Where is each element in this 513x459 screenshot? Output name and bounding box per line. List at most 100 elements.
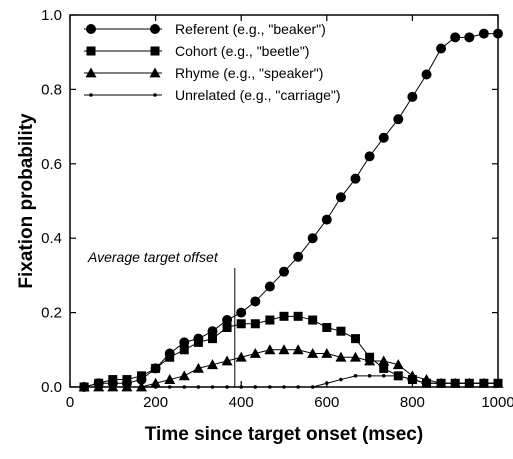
- data-point-cohort: [407, 375, 417, 385]
- legend-marker: [86, 24, 96, 34]
- data-point-unrelated: [182, 385, 187, 389]
- data-point-cohort: [479, 378, 489, 388]
- legend-entry-referent: Referent (e.g., "beaker"): [84, 21, 326, 37]
- legend-entry-rhyme: Rhyme (e.g., "speaker"): [84, 65, 323, 81]
- x-tick-label: 1000: [481, 394, 513, 411]
- data-point-cohort: [208, 334, 218, 344]
- data-point-referent: [407, 91, 418, 102]
- data-point-rhyme: [335, 351, 347, 362]
- target-offset-annotation: Average target offset: [87, 249, 236, 387]
- legend-entry-unrelated: Unrelated (e.g., "carriage"): [84, 87, 341, 103]
- y-tick-label: 0.8: [41, 81, 62, 98]
- data-point-referent: [222, 315, 233, 326]
- data-point-cohort: [308, 315, 318, 325]
- x-tick-label: 800: [400, 394, 425, 411]
- data-point-referent: [307, 233, 318, 244]
- data-point-referent: [478, 28, 489, 39]
- data-point-rhyme: [349, 351, 361, 362]
- legend-marker: [149, 67, 161, 78]
- data-point-referent: [164, 348, 175, 359]
- x-tick-label: 400: [229, 394, 254, 411]
- data-point-unrelated: [282, 385, 286, 389]
- y-axis-title: Fixation probability: [16, 113, 37, 289]
- y-tick-label: 0.6: [41, 156, 62, 173]
- data-point-unrelated: [167, 385, 172, 389]
- data-point-cohort: [464, 378, 474, 388]
- data-point-rhyme: [392, 359, 404, 370]
- data-point-referent: [79, 382, 90, 392]
- data-point-rhyme: [207, 359, 219, 370]
- data-point-referent: [335, 192, 346, 203]
- legend: Referent (e.g., "beaker") Cohort (e.g., "…: [84, 21, 341, 103]
- y-tick-label: 0.0: [41, 379, 62, 396]
- data-point-unrelated: [367, 374, 372, 378]
- legend-label: Referent (e.g., "beaker"): [175, 21, 326, 37]
- data-point-cohort: [450, 378, 460, 388]
- legend-label: Unrelated (e.g., "carriage"): [175, 87, 341, 103]
- data-point-referent: [378, 132, 389, 143]
- data-point-rhyme: [178, 370, 190, 381]
- y-tick-label: 0.4: [41, 230, 62, 247]
- data-point-unrelated: [296, 385, 300, 389]
- data-point-referent: [450, 32, 461, 43]
- data-point-rhyme: [264, 344, 276, 355]
- data-point-referent: [350, 173, 361, 184]
- data-point-referent: [107, 378, 118, 389]
- legend-label: Cohort (e.g., "beetle"): [175, 43, 309, 59]
- legend-marker: [86, 46, 96, 56]
- data-point-rhyme: [192, 362, 204, 373]
- data-point-referent: [279, 266, 289, 277]
- data-point-unrelated: [196, 385, 201, 389]
- data-point-cohort: [322, 322, 332, 332]
- data-point-cohort: [293, 311, 303, 321]
- y-axis-ticks: 0.0 0.2 0.4 0.6 0.8 1.0: [41, 7, 498, 396]
- data-point-referent: [207, 326, 218, 337]
- series-referent: [79, 28, 503, 392]
- legend-entry-cohort: Cohort (e.g., "beetle"): [84, 43, 309, 59]
- data-point-referent: [179, 337, 190, 348]
- data-point-cohort: [236, 319, 246, 329]
- data-point-referent: [436, 43, 447, 54]
- data-point-cohort: [493, 378, 503, 388]
- data-point-referent: [136, 374, 147, 385]
- data-point-referent: [321, 214, 332, 225]
- data-point-referent: [264, 281, 275, 292]
- data-point-cohort: [250, 319, 260, 329]
- target-offset-label: Average target offset: [87, 249, 219, 265]
- data-point-referent: [236, 307, 247, 318]
- data-point-referent: [121, 378, 132, 389]
- data-point-referent: [493, 28, 503, 39]
- data-point-unrelated: [239, 385, 243, 389]
- data-point-unrelated: [381, 374, 386, 378]
- data-point-rhyme: [278, 344, 290, 355]
- legend-marker: [85, 67, 97, 78]
- data-point-cohort: [365, 352, 375, 362]
- data-point-rhyme: [292, 344, 304, 355]
- data-point-cohort: [265, 315, 275, 325]
- x-tick-label: 0: [66, 394, 74, 411]
- data-point-cohort: [279, 311, 289, 321]
- x-tick-label: 600: [314, 394, 339, 411]
- legend-marker: [89, 93, 93, 97]
- data-point-referent: [150, 363, 161, 374]
- series-layer: [78, 28, 504, 392]
- data-point-rhyme: [235, 351, 247, 362]
- legend-marker: [153, 93, 157, 97]
- data-point-rhyme: [164, 374, 176, 384]
- data-point-cohort: [393, 371, 403, 381]
- data-point-unrelated: [339, 377, 343, 382]
- data-point-referent: [93, 378, 104, 389]
- data-point-referent: [250, 296, 261, 307]
- data-point-unrelated: [253, 385, 258, 389]
- data-point-rhyme: [135, 381, 147, 392]
- data-point-unrelated: [225, 385, 229, 389]
- data-point-unrelated: [210, 385, 215, 389]
- y-tick-label: 1.0: [41, 7, 62, 24]
- x-tick-label: 200: [143, 394, 168, 411]
- data-point-rhyme: [307, 348, 319, 358]
- data-point-cohort: [336, 326, 346, 336]
- data-point-rhyme: [221, 355, 233, 366]
- data-point-referent: [421, 69, 432, 80]
- data-point-unrelated: [310, 385, 315, 389]
